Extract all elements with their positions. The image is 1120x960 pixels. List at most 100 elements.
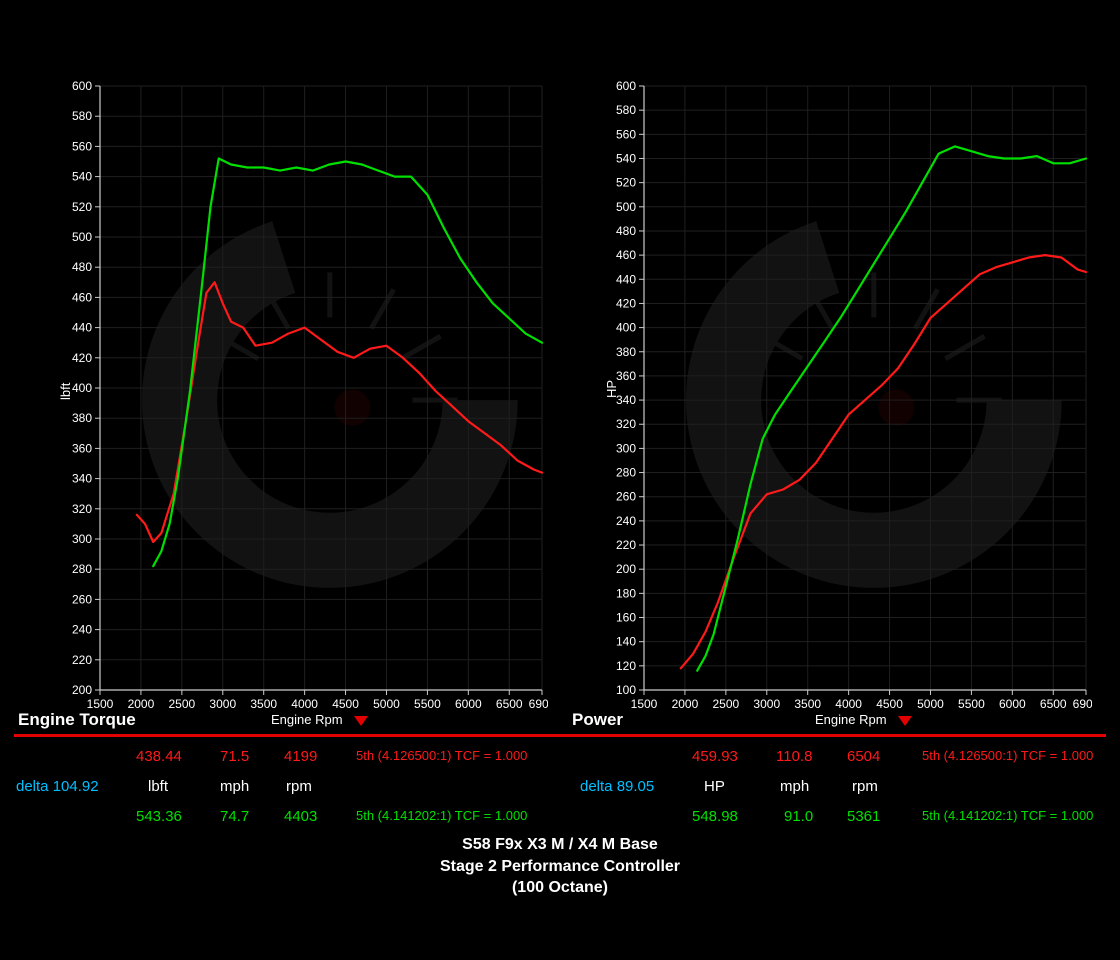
svg-text:520: 520 (72, 200, 92, 214)
svg-text:380: 380 (616, 345, 636, 359)
svg-text:460: 460 (616, 248, 636, 262)
svg-text:280: 280 (72, 562, 92, 576)
svg-text:160: 160 (616, 611, 636, 625)
svg-text:4500: 4500 (332, 697, 359, 711)
torque-x-axis-label[interactable]: Engine Rpm (271, 712, 368, 727)
svg-text:5000: 5000 (373, 697, 400, 711)
torque-baseline-mph: 71.5 (220, 748, 249, 765)
svg-text:460: 460 (72, 290, 92, 304)
svg-text:2500: 2500 (713, 697, 740, 711)
svg-text:240: 240 (72, 623, 92, 637)
svg-text:6900: 6900 (1073, 697, 1092, 711)
svg-text:600: 600 (616, 80, 636, 93)
svg-text:100: 100 (616, 683, 636, 697)
svg-text:580: 580 (72, 109, 92, 123)
torque-y-axis-label: lbft (58, 383, 73, 400)
svg-text:340: 340 (72, 472, 92, 486)
power-x-axis-label[interactable]: Engine Rpm (815, 712, 912, 727)
svg-text:4500: 4500 (876, 697, 903, 711)
svg-text:4000: 4000 (835, 697, 862, 711)
svg-text:320: 320 (72, 502, 92, 516)
svg-text:320: 320 (616, 417, 636, 431)
power-y-axis-label: HP (604, 380, 619, 398)
svg-text:540: 540 (72, 170, 92, 184)
svg-text:6500: 6500 (1040, 697, 1067, 711)
svg-text:220: 220 (72, 653, 92, 667)
power-baseline-gear: 5th (4.126500:1) TCF = 1.000 (922, 748, 1093, 763)
svg-text:580: 580 (616, 103, 636, 117)
divider-bar (14, 734, 1106, 737)
svg-text:400: 400 (72, 381, 92, 395)
svg-text:520: 520 (616, 176, 636, 190)
svg-text:6500: 6500 (496, 697, 523, 711)
svg-text:220: 220 (616, 538, 636, 552)
svg-text:5500: 5500 (958, 697, 985, 711)
svg-text:500: 500 (616, 200, 636, 214)
svg-text:420: 420 (616, 296, 636, 310)
svg-text:400: 400 (616, 321, 636, 335)
svg-text:2000: 2000 (128, 697, 155, 711)
svg-text:6000: 6000 (455, 697, 482, 711)
svg-text:3000: 3000 (753, 697, 780, 711)
svg-text:260: 260 (616, 490, 636, 504)
torque-chart-title: Engine Torque (18, 710, 136, 730)
torque-unit-rpm: rpm (286, 778, 312, 795)
torque-baseline-value: 438.44 (136, 748, 182, 765)
footer-line3: (100 Octane) (0, 877, 1120, 899)
svg-text:4000: 4000 (291, 697, 318, 711)
svg-text:420: 420 (72, 351, 92, 365)
torque-tuned-gear: 5th (4.141202:1) TCF = 1.000 (356, 808, 527, 823)
power-chart-title: Power (572, 710, 623, 730)
torque-tuned-rpm: 4403 (284, 808, 317, 825)
svg-text:300: 300 (616, 441, 636, 455)
dyno-page: 200 220 240 260 280 300 320 340 360 380 400 420 440 4… (0, 0, 1120, 960)
power-unit-hp: HP (704, 778, 725, 795)
svg-text:560: 560 (72, 139, 92, 153)
power-tuned-rpm: 5361 (847, 808, 880, 825)
svg-text:6900: 6900 (529, 697, 548, 711)
svg-text:2000: 2000 (672, 697, 699, 711)
torque-unit-lbft: lbft (148, 778, 168, 795)
power-baseline-mph: 110.8 (776, 748, 812, 765)
svg-text:480: 480 (616, 224, 636, 238)
svg-text:440: 440 (616, 272, 636, 286)
svg-text:440: 440 (72, 321, 92, 335)
svg-text:3500: 3500 (250, 697, 277, 711)
power-unit-mph: mph (780, 778, 809, 795)
torque-unit-mph: mph (220, 778, 249, 795)
dropdown-icon (354, 716, 368, 726)
svg-text:380: 380 (72, 411, 92, 425)
footer-line2: Stage 2 Performance Controller (0, 856, 1120, 878)
svg-text:2500: 2500 (169, 697, 196, 711)
svg-text:3000: 3000 (209, 697, 236, 711)
svg-text:500: 500 (72, 230, 92, 244)
torque-chart: 2002202402602803003203403603804004204404… (56, 80, 548, 720)
power-chart: 1001201401601802002202402602803003203403… (600, 80, 1092, 720)
svg-text:6000: 6000 (999, 697, 1026, 711)
power-delta: delta 89.05 (580, 778, 654, 795)
svg-text:1500: 1500 (631, 697, 658, 711)
svg-text:360: 360 (616, 369, 636, 383)
power-tuned-value: 548.98 (692, 808, 738, 825)
svg-text:3500: 3500 (794, 697, 821, 711)
svg-text:180: 180 (616, 586, 636, 600)
svg-text:140: 140 (616, 635, 636, 649)
svg-text:5000: 5000 (917, 697, 944, 711)
svg-text:260: 260 (72, 592, 92, 606)
torque-delta: delta 104.92 (16, 778, 99, 795)
power-x-axis-text: Engine Rpm (815, 712, 887, 727)
torque-tuned-mph: 74.7 (220, 808, 249, 825)
torque-tuned-value: 543.36 (136, 808, 182, 825)
power-tuned-gear: 5th (4.141202:1) TCF = 1.000 (922, 808, 1093, 823)
power-baseline-rpm: 6504 (847, 748, 880, 765)
svg-text:5500: 5500 (414, 697, 441, 711)
power-tuned-mph: 91.0 (784, 808, 813, 825)
svg-text:1500: 1500 (87, 697, 114, 711)
torque-x-axis-text: Engine Rpm (271, 712, 343, 727)
svg-text:540: 540 (616, 151, 636, 165)
svg-text:120: 120 (616, 659, 636, 673)
torque-baseline-rpm: 4199 (284, 748, 317, 765)
svg-text:600: 600 (72, 80, 92, 93)
svg-text:280: 280 (616, 466, 636, 480)
svg-text:200: 200 (616, 562, 636, 576)
